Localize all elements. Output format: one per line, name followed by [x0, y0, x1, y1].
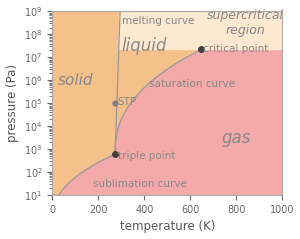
Text: gas: gas [221, 129, 251, 147]
Polygon shape [119, 11, 282, 49]
Text: critical point: critical point [203, 44, 268, 54]
Text: STP: STP [118, 97, 137, 107]
Text: triple point: triple point [118, 151, 175, 161]
Text: sublimation curve: sublimation curve [92, 179, 186, 189]
Text: melting curve: melting curve [122, 16, 195, 26]
Text: saturation curve: saturation curve [149, 79, 235, 89]
Text: supercritical
region: supercritical region [207, 10, 284, 38]
Polygon shape [52, 49, 282, 213]
Text: solid: solid [58, 73, 93, 88]
X-axis label: temperature (K): temperature (K) [120, 220, 215, 234]
Y-axis label: pressure (Pa): pressure (Pa) [6, 64, 19, 142]
Polygon shape [52, 11, 282, 195]
Text: liquid: liquid [122, 38, 167, 55]
